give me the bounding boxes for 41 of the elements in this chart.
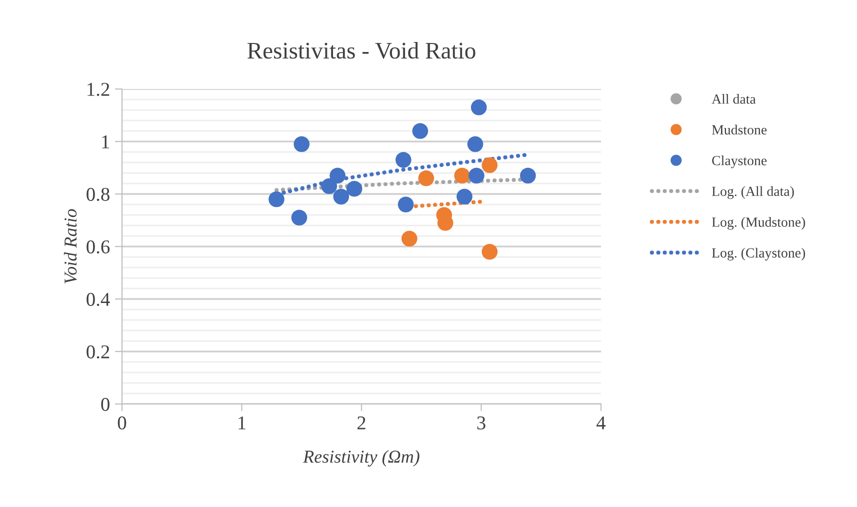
y-axis-title: Void Ratio xyxy=(64,209,77,284)
point xyxy=(482,157,498,174)
x-axis-title: Resistivity (Ωm) xyxy=(302,450,420,467)
point xyxy=(470,99,487,116)
legend-label: Mudstone xyxy=(712,124,767,135)
x-tick-label: 1 xyxy=(238,416,246,430)
point xyxy=(291,210,308,226)
point xyxy=(333,188,350,205)
legend-label: All data xyxy=(712,94,756,104)
point xyxy=(412,123,428,139)
legend-label: Log. (Mudstone) xyxy=(712,217,806,230)
point xyxy=(268,191,284,208)
point xyxy=(482,244,498,260)
y-tick-label: 0 xyxy=(101,398,110,411)
point xyxy=(456,188,472,205)
y-tick-label: 0.6 xyxy=(86,240,110,254)
x-tick-label: 3 xyxy=(477,416,486,430)
point xyxy=(395,152,412,168)
x-tick-label: 0 xyxy=(118,416,126,430)
point xyxy=(418,170,434,186)
chart-title: Resistivitas - Void Ratio xyxy=(247,42,476,59)
point xyxy=(454,168,470,184)
point xyxy=(467,136,484,152)
point xyxy=(468,168,484,184)
y-tick-label: 1 xyxy=(102,135,110,148)
x-tick-label: 2 xyxy=(357,416,366,430)
y-tick-label: 0.4 xyxy=(86,292,110,306)
point xyxy=(330,168,346,184)
point xyxy=(294,136,310,152)
y-tick-label: 0.8 xyxy=(86,188,110,202)
legend-label: Log. (All data) xyxy=(712,186,794,199)
point xyxy=(321,178,338,194)
legend-label: Log. (Claystone) xyxy=(712,248,806,260)
point xyxy=(520,168,536,184)
x-tick-label: 4 xyxy=(596,416,606,430)
legend-label: Claystone xyxy=(712,156,767,168)
point xyxy=(398,196,414,212)
point xyxy=(346,180,362,197)
point xyxy=(401,230,418,247)
y-tick-label: 0.2 xyxy=(86,345,110,359)
y-tick-label: 1.2 xyxy=(88,82,110,96)
